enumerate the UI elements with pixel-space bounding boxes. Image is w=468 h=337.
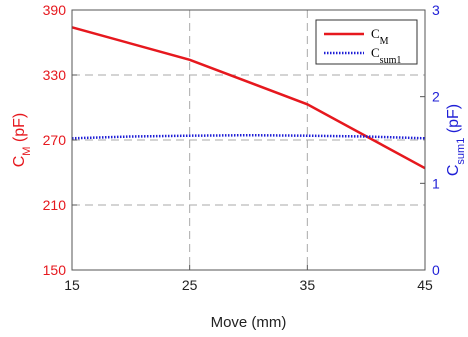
left-axis-title-main: C [11, 156, 28, 168]
legend-label-csum1-main: C [371, 45, 380, 60]
left-axis-ticks: 150 210 270 330 390 [43, 2, 77, 278]
series-layer [71, 26, 426, 170]
left-tick-label: 210 [43, 197, 67, 213]
right-axis-title-unit: (pF) [445, 104, 462, 138]
legend-box [315, 19, 418, 65]
x-axis-ticks: 15 25 35 45 [64, 265, 433, 293]
series-line-csum1 [71, 133, 426, 140]
left-tick-label: 270 [43, 132, 67, 148]
left-axis-title-unit: (pF) [11, 113, 28, 147]
x-tick-label: 25 [182, 277, 198, 293]
x-tick-label: 15 [64, 277, 80, 293]
right-tick-label: 0 [432, 262, 440, 278]
x-axis-title: Move (mm) [211, 314, 287, 331]
right-tick-label: 1 [432, 175, 440, 191]
legend-label-csum1: Csum1 [371, 45, 401, 66]
legend-label-cm: CM [371, 26, 389, 47]
right-tick-label: 2 [432, 89, 440, 105]
right-tick-label: 3 [432, 2, 440, 18]
legend-label-cm-main: C [371, 26, 380, 41]
grid-layer [72, 10, 425, 270]
legend-label-cm-sub: M [380, 36, 389, 47]
left-tick-label: 390 [43, 2, 67, 18]
x-tick-label: 45 [417, 277, 433, 293]
right-axis-title-main: C [445, 165, 462, 177]
left-tick-label: 150 [43, 262, 67, 278]
right-axis-title-sub: sum1 [455, 138, 467, 165]
legend-label-csum1-sub: sum1 [380, 55, 402, 66]
right-axis-title: Csum1 (pF) [445, 104, 467, 176]
legend: CM Csum1 [315, 19, 418, 66]
x-tick-label: 35 [300, 277, 316, 293]
left-tick-label: 330 [43, 67, 67, 83]
left-axis-title-sub: M [21, 147, 33, 156]
left-axis-title: CM (pF) [11, 113, 33, 168]
right-axis-ticks: 0 1 2 3 [420, 2, 440, 278]
